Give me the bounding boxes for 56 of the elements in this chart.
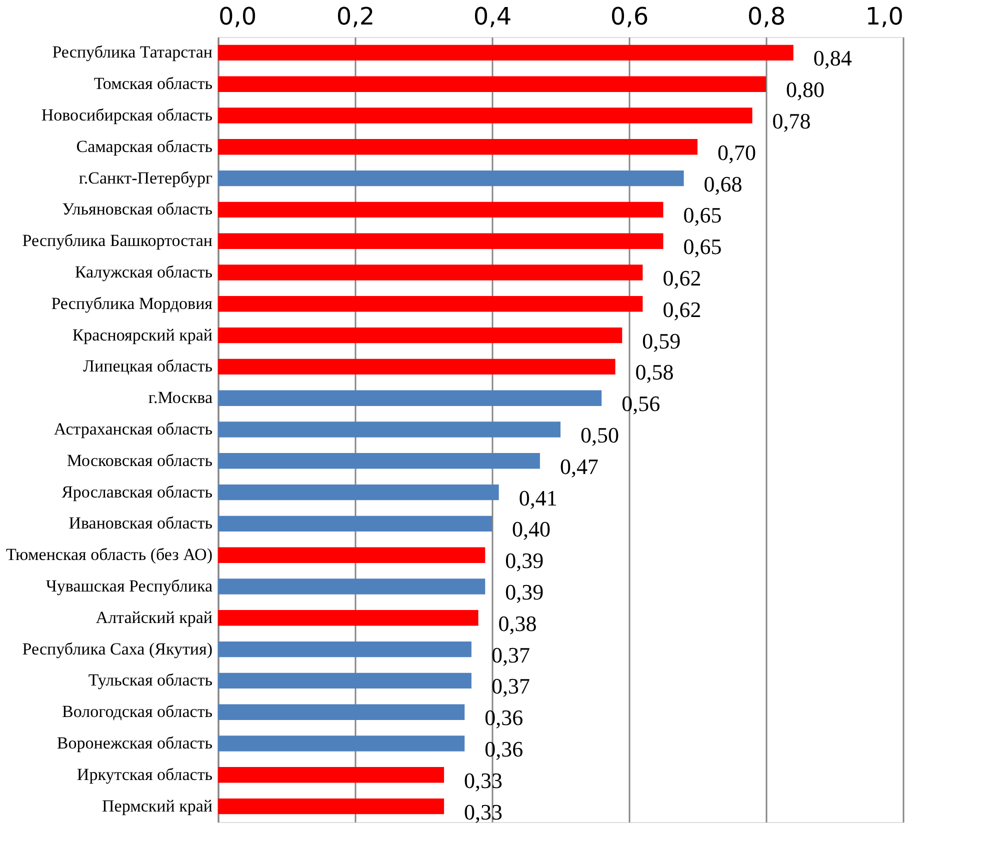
data-label: 0,37 (491, 642, 530, 668)
y-tick-label: Ульяновская область (62, 200, 213, 219)
data-label: 0,62 (662, 296, 702, 322)
y-tick-label: Воронежская область (56, 734, 213, 752)
data-label: 0,68 (704, 171, 742, 196)
x-tick-label: 0,0 (218, 2, 257, 30)
data-label: 0,33 (464, 768, 503, 793)
data-label: 0,40 (512, 516, 550, 542)
y-tick-label: Иркутская область (76, 764, 213, 784)
y-tick-label: Республика Татарстан (52, 42, 212, 62)
y-tick-label: г.Москва (148, 388, 213, 408)
y-tick-label: Липецкая область (83, 356, 213, 376)
data-label: 0,41 (518, 485, 558, 510)
data-label: 0,33 (464, 799, 503, 824)
y-tick-label: Ивановская область (68, 514, 213, 533)
data-label: 0,37 (491, 674, 530, 699)
y-tick-label: Красноярский край (72, 325, 212, 344)
y-tick-label: Алтайский край (96, 608, 212, 627)
y-tick-label: Республика Башкортостан (22, 231, 212, 250)
data-label: 0,39 (505, 548, 544, 574)
y-tick-label: Пермский край (102, 796, 212, 816)
data-label: 0,62 (662, 266, 702, 290)
x-tick-label: 1,0 (865, 2, 904, 30)
x-tick-label: 0,4 (473, 2, 512, 30)
y-tick-label: Новосибирская область (41, 106, 213, 124)
data-label: 0,84 (813, 46, 852, 71)
data-label: 0,50 (580, 422, 619, 448)
data-label: 0,65 (683, 202, 722, 228)
x-tick-label: 0,2 (336, 2, 375, 30)
y-tick-label: Тульская область (88, 670, 213, 690)
data-label: 0,58 (635, 360, 674, 385)
data-label: 0,78 (772, 108, 811, 134)
y-tick-label: Астраханская область (54, 420, 213, 438)
y-tick-label: Ярославская область (62, 482, 213, 502)
y-tick-label: Вологодская область (62, 702, 213, 722)
y-tick-label: Самарская область (76, 136, 213, 156)
data-label: 0,38 (498, 610, 537, 636)
y-tick-label: Чувашская Республика (46, 576, 213, 596)
x-tick-label: 0,8 (747, 2, 786, 30)
y-tick-label: Республика Саха (Якутия) (22, 639, 212, 658)
data-label: 0,47 (560, 454, 598, 479)
data-label: 0,56 (622, 391, 660, 416)
x-tick-label: 0,6 (610, 2, 649, 30)
data-label: 0,36 (484, 705, 524, 730)
data-label: 0,65 (683, 234, 722, 260)
data-label: 0,70 (718, 140, 756, 165)
data-label: 0,39 (505, 580, 544, 604)
y-tick-label: Томская область (94, 74, 213, 94)
data-label: 0,59 (642, 328, 681, 354)
y-tick-label: г.Санкт-Петербург (78, 168, 213, 188)
data-label: 0,36 (484, 736, 524, 762)
y-tick-label: Калужская область (74, 262, 213, 282)
y-tick-label: Московская область (66, 450, 213, 470)
data-label: 0,80 (786, 77, 824, 102)
y-tick-label: Республика Мордовия (51, 294, 213, 313)
y-tick-label: Тюменская область (без АО) (6, 545, 212, 564)
